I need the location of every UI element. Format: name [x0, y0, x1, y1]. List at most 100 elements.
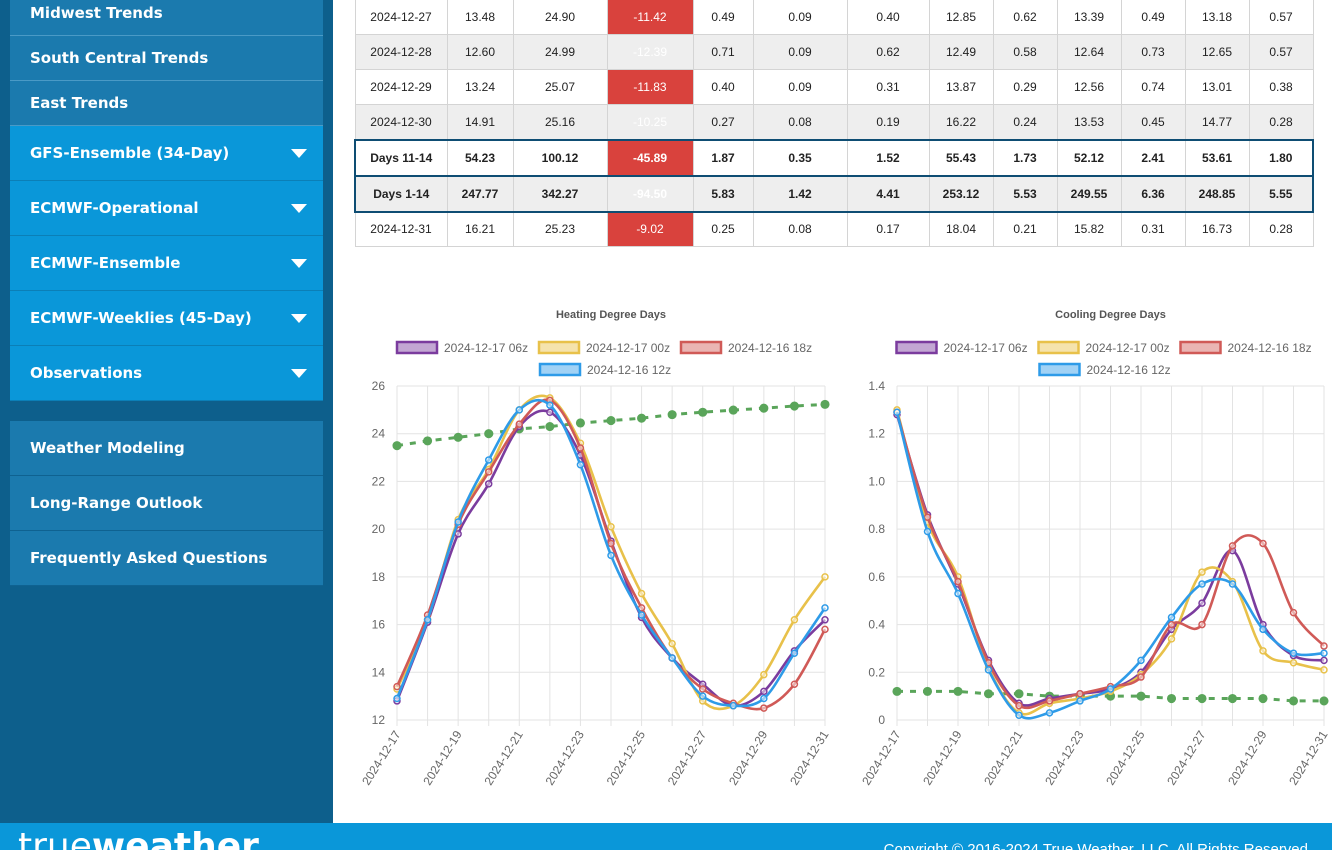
data-point[interactable] — [546, 408, 554, 416]
data-point[interactable] — [1106, 685, 1115, 693]
data-point[interactable] — [484, 480, 493, 488]
data-point[interactable] — [1289, 649, 1298, 657]
data-point[interactable] — [576, 444, 585, 452]
data-point[interactable] — [637, 611, 646, 619]
data-point[interactable] — [454, 518, 462, 526]
data-point[interactable] — [606, 416, 616, 426]
data-point[interactable] — [484, 456, 493, 464]
data-point[interactable] — [760, 670, 768, 679]
data-point[interactable] — [1167, 620, 1176, 629]
nav-weather-modeling[interactable]: Weather Modeling — [10, 421, 323, 476]
data-point[interactable] — [728, 405, 738, 415]
logo[interactable]: trueweather — [18, 829, 259, 850]
data-point[interactable] — [1015, 711, 1023, 719]
data-point[interactable] — [668, 654, 676, 662]
chevron-down-icon[interactable] — [291, 369, 307, 378]
data-point[interactable] — [1227, 693, 1238, 704]
data-point[interactable] — [1289, 608, 1298, 617]
data-point[interactable] — [607, 523, 615, 531]
data-point[interactable] — [545, 422, 555, 432]
data-point[interactable] — [1258, 693, 1268, 704]
data-point[interactable] — [546, 401, 554, 409]
chevron-down-icon[interactable] — [291, 204, 307, 213]
data-point[interactable] — [1014, 689, 1024, 699]
data-point[interactable] — [637, 413, 647, 423]
legend-item[interactable]: 2024-12-17 00z — [537, 340, 670, 355]
data-point[interactable] — [821, 604, 829, 612]
data-point[interactable] — [922, 686, 933, 696]
nav-long-range-outlook[interactable]: Long-Range Outlook — [10, 476, 323, 531]
data-point[interactable] — [1045, 709, 1054, 717]
data-point[interactable] — [1289, 658, 1298, 667]
data-point[interactable] — [515, 406, 524, 414]
data-point[interactable] — [453, 432, 463, 442]
data-point[interactable] — [729, 701, 738, 710]
data-point[interactable] — [575, 418, 585, 428]
data-point[interactable] — [1076, 697, 1084, 705]
data-point[interactable] — [984, 666, 993, 674]
data-point[interactable] — [1259, 647, 1267, 655]
data-point[interactable] — [484, 429, 494, 439]
nav-gfs-ensemble[interactable]: GFS-Ensemble (34-Day) — [10, 126, 323, 181]
data-point[interactable] — [1045, 697, 1054, 705]
data-point[interactable] — [789, 401, 799, 411]
nav-observations[interactable]: Observations — [10, 346, 323, 401]
nav-south-central-trends[interactable]: South Central Trends — [10, 36, 323, 81]
data-point[interactable] — [1228, 542, 1237, 550]
data-point[interactable] — [576, 460, 585, 469]
data-point[interactable] — [1136, 691, 1146, 701]
legend-item[interactable]: 2024-12-16 18z — [1179, 340, 1312, 355]
nav-midwest-trends[interactable]: Midwest Trends — [10, 0, 323, 36]
data-point[interactable] — [1320, 666, 1328, 674]
data-point[interactable] — [484, 468, 493, 476]
legend-item[interactable]: 2024-12-17 06z — [895, 340, 1028, 355]
data-point[interactable] — [698, 407, 708, 417]
data-point[interactable] — [1320, 656, 1328, 665]
legend-item[interactable]: 2024-12-16 18z — [679, 340, 812, 355]
data-point[interactable] — [423, 436, 433, 446]
chevron-down-icon[interactable] — [291, 149, 307, 158]
data-point[interactable] — [759, 403, 769, 413]
data-point[interactable] — [1198, 568, 1206, 576]
nav-faq[interactable]: Frequently Asked Questions — [10, 531, 323, 586]
data-point[interactable] — [760, 687, 768, 696]
chevron-down-icon[interactable] — [291, 314, 307, 323]
data-point[interactable] — [954, 577, 962, 586]
data-point[interactable] — [821, 625, 829, 634]
data-point[interactable] — [607, 551, 615, 560]
data-point[interactable] — [698, 685, 707, 693]
data-point[interactable] — [1167, 635, 1176, 643]
legend-item[interactable]: 2024-12-17 06z — [395, 340, 528, 355]
data-point[interactable] — [668, 639, 676, 648]
data-point[interactable] — [892, 686, 902, 696]
data-point[interactable] — [637, 589, 646, 598]
data-point[interactable] — [821, 616, 829, 624]
data-point[interactable] — [954, 589, 962, 598]
data-point[interactable] — [1259, 539, 1267, 548]
data-point[interactable] — [1198, 620, 1206, 629]
data-point[interactable] — [760, 694, 768, 703]
data-point[interactable] — [1198, 599, 1206, 607]
data-point[interactable] — [983, 689, 994, 699]
data-point[interactable] — [760, 704, 768, 712]
data-point[interactable] — [515, 420, 524, 428]
data-point[interactable] — [1259, 625, 1267, 634]
data-point[interactable] — [1076, 690, 1084, 698]
data-point[interactable] — [1167, 613, 1176, 622]
data-point[interactable] — [1197, 693, 1207, 704]
data-point[interactable] — [393, 694, 401, 703]
data-point[interactable] — [790, 680, 799, 688]
data-point[interactable] — [821, 573, 829, 581]
data-point[interactable] — [1137, 656, 1145, 665]
nav-ecmwf-operational[interactable]: ECMWF-Operational — [10, 181, 323, 236]
data-point[interactable] — [1015, 701, 1023, 710]
data-point[interactable] — [1320, 642, 1328, 650]
nav-ecmwf-ensemble[interactable]: ECMWF-Ensemble — [10, 236, 323, 291]
data-point[interactable] — [1137, 673, 1145, 681]
legend-item[interactable]: 2024-12-17 00z — [1037, 340, 1170, 355]
data-point[interactable] — [790, 649, 799, 657]
data-point[interactable] — [423, 616, 432, 624]
nav-ecmwf-weeklies[interactable]: ECMWF-Weeklies (45-Day) — [10, 291, 323, 346]
data-point[interactable] — [698, 692, 707, 700]
data-point[interactable] — [667, 410, 677, 420]
